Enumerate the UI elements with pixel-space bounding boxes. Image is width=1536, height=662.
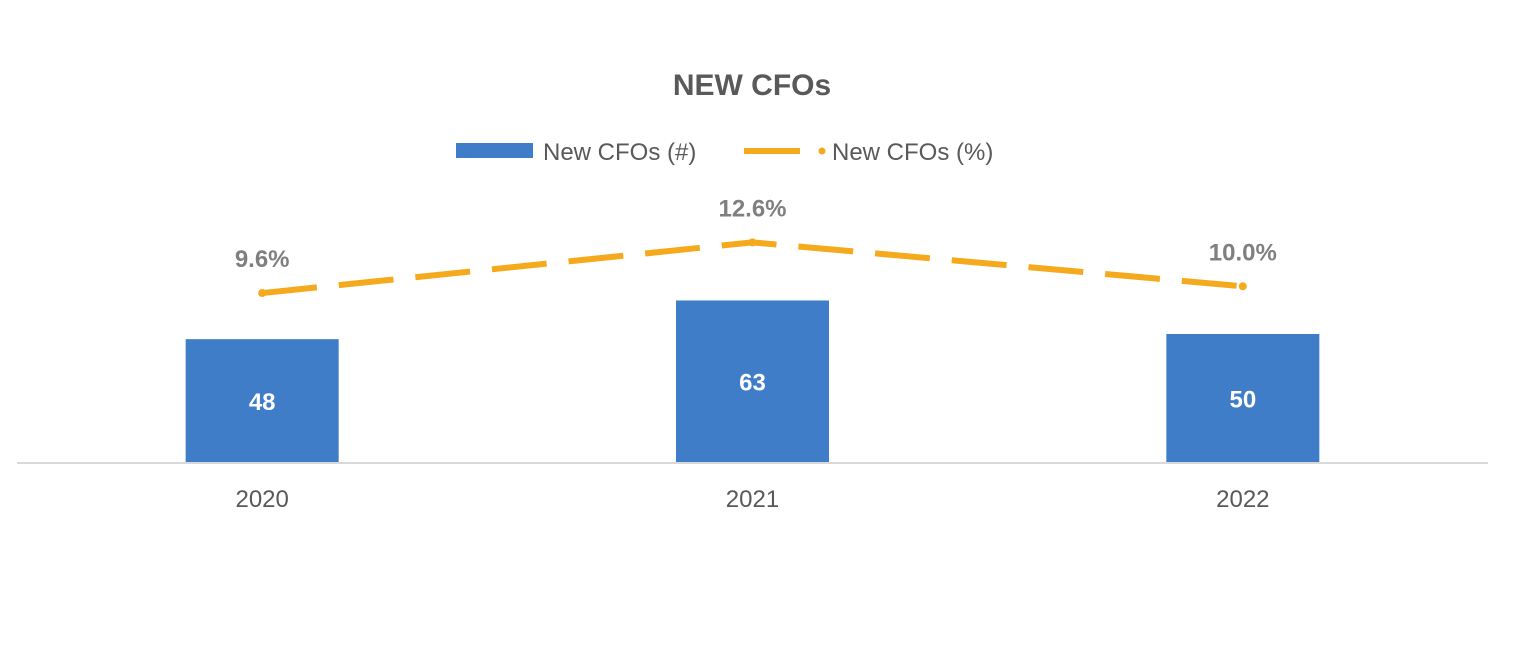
pct-label-2020: 9.6% (235, 246, 290, 273)
line-layer (258, 238, 1247, 298)
pct-label-2022: 10.0% (1209, 239, 1277, 266)
bars-layer (185, 300, 1320, 463)
labels-layer: 48 9.6% 63 12.6% 50 10.0% (235, 195, 1277, 416)
pct-label-2021: 12.6% (718, 195, 786, 222)
legend-line-marker (818, 147, 826, 155)
pct-marker-2021 (748, 238, 757, 247)
legend-line-label: New CFOs (%) (832, 139, 993, 166)
bar-2021 (676, 300, 829, 463)
legend: New CFOs (#) New CFOs (%) (456, 139, 993, 166)
pct-line (261, 239, 1244, 297)
legend-bar-swatch (456, 143, 533, 158)
x-tick-2020: 2020 (235, 486, 288, 513)
bar-label-2022: 50 (1229, 387, 1256, 414)
x-tick-2022: 2022 (1216, 486, 1269, 513)
pct-marker-2020 (258, 289, 267, 298)
x-axis-ticks: 2020 2021 2022 (235, 486, 1269, 513)
bar-2020 (185, 339, 339, 463)
legend-bar-label: New CFOs (#) (543, 139, 696, 166)
pct-marker-2022 (1238, 282, 1247, 291)
bar-label-2020: 48 (249, 389, 276, 416)
bar-label-2021: 63 (739, 370, 766, 397)
x-tick-2021: 2021 (726, 486, 779, 513)
chart-title: NEW CFOs (673, 69, 831, 102)
bar-2022 (1166, 334, 1320, 463)
